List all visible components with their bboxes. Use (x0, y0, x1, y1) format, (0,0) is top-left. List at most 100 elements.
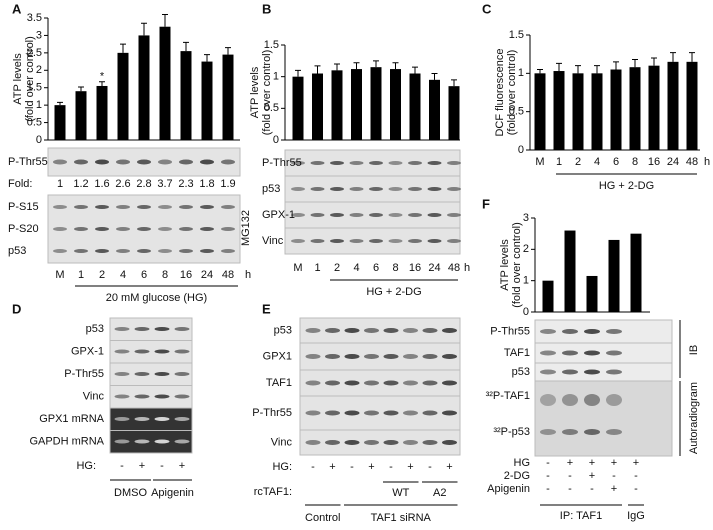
band (74, 205, 88, 209)
sign: + (446, 461, 452, 473)
sign: - (634, 470, 638, 482)
error-bar (295, 69, 301, 77)
band (291, 187, 305, 191)
band (540, 369, 556, 375)
band (540, 429, 556, 435)
sign: + (589, 470, 595, 482)
row-label: p53 (512, 366, 530, 378)
band (344, 354, 360, 359)
band (330, 187, 344, 191)
band (383, 410, 399, 416)
bar (292, 76, 304, 140)
band (606, 394, 622, 406)
band (562, 394, 578, 406)
band (349, 239, 364, 243)
error-bar (575, 65, 581, 74)
band (584, 350, 600, 356)
band (53, 159, 67, 165)
band (383, 440, 399, 445)
band (447, 161, 461, 165)
sign: - (546, 470, 550, 482)
lane-label: 4 (594, 156, 600, 168)
fold-label: Fold: (8, 178, 32, 190)
bar (586, 275, 598, 312)
error-bar (613, 61, 619, 70)
bar (629, 67, 641, 150)
band (383, 380, 399, 386)
lane-label: 16 (409, 262, 421, 274)
y-tick-label: 0.5 (509, 106, 524, 118)
band (325, 328, 340, 333)
fold-value: 2.3 (178, 178, 193, 190)
y-tick-label: 0.5 (264, 102, 279, 114)
band (606, 429, 622, 435)
band (403, 410, 418, 416)
lane-label: 48 (448, 262, 460, 274)
fold-value: 1.9 (220, 178, 235, 190)
sign: - (160, 460, 164, 472)
band (422, 380, 438, 386)
band (388, 161, 403, 165)
lane-label: 8 (162, 269, 168, 281)
sign: + (567, 457, 573, 469)
group-label: HG + 2-DG (599, 180, 654, 192)
bar (648, 65, 660, 150)
error-bar (537, 69, 543, 74)
band (305, 440, 321, 445)
band (114, 349, 130, 354)
band (200, 205, 214, 209)
error-bar (412, 66, 418, 74)
error-bar (556, 62, 562, 72)
side-label: MG132 (240, 210, 252, 246)
y-axis-label: (fold over control) (261, 50, 273, 136)
group-label: TAF1 siRNA (371, 512, 432, 524)
lane-label: M (55, 269, 64, 281)
band (364, 354, 379, 359)
lane-label: 2 (334, 262, 340, 274)
group-label: WT (392, 487, 409, 499)
band (330, 213, 344, 217)
sign: - (428, 461, 432, 473)
band (174, 417, 190, 421)
band (540, 329, 556, 334)
band (179, 249, 193, 253)
band (310, 161, 325, 165)
band (408, 187, 422, 191)
lane-label: 24 (428, 262, 440, 274)
row-label: Vinc (271, 436, 293, 448)
band (540, 394, 556, 406)
error-bar (78, 86, 84, 92)
band (179, 159, 193, 165)
band (200, 249, 214, 253)
row-label: ³²P-p53 (493, 426, 530, 438)
band (388, 213, 403, 217)
y-tick-label: 1 (523, 275, 529, 287)
row-label: GPX1 (263, 350, 292, 362)
band (200, 227, 214, 231)
band (344, 328, 360, 333)
band (158, 159, 172, 165)
error-bar (373, 60, 379, 68)
sign: + (368, 461, 374, 473)
bar (553, 71, 565, 150)
band (310, 239, 325, 243)
band (349, 213, 364, 217)
sign: + (407, 461, 413, 473)
fold-value: 1.6 (94, 178, 109, 190)
row-label: HG (514, 457, 531, 469)
y-axis-label: DCF fluorescence (494, 48, 506, 136)
band (134, 372, 150, 376)
y-tick-label: 0 (518, 144, 524, 156)
band (383, 354, 399, 359)
lane-label: 4 (353, 262, 359, 274)
y-axis-label: ATP levels (249, 66, 261, 118)
bar (75, 91, 87, 140)
y-tick-label: 2 (36, 64, 42, 76)
panel-label: A (12, 1, 22, 16)
band (325, 354, 340, 359)
error-bar (120, 43, 126, 53)
lane-label: 2 (99, 269, 105, 281)
bar (312, 73, 323, 140)
band (116, 249, 130, 253)
error-bar (431, 73, 438, 80)
